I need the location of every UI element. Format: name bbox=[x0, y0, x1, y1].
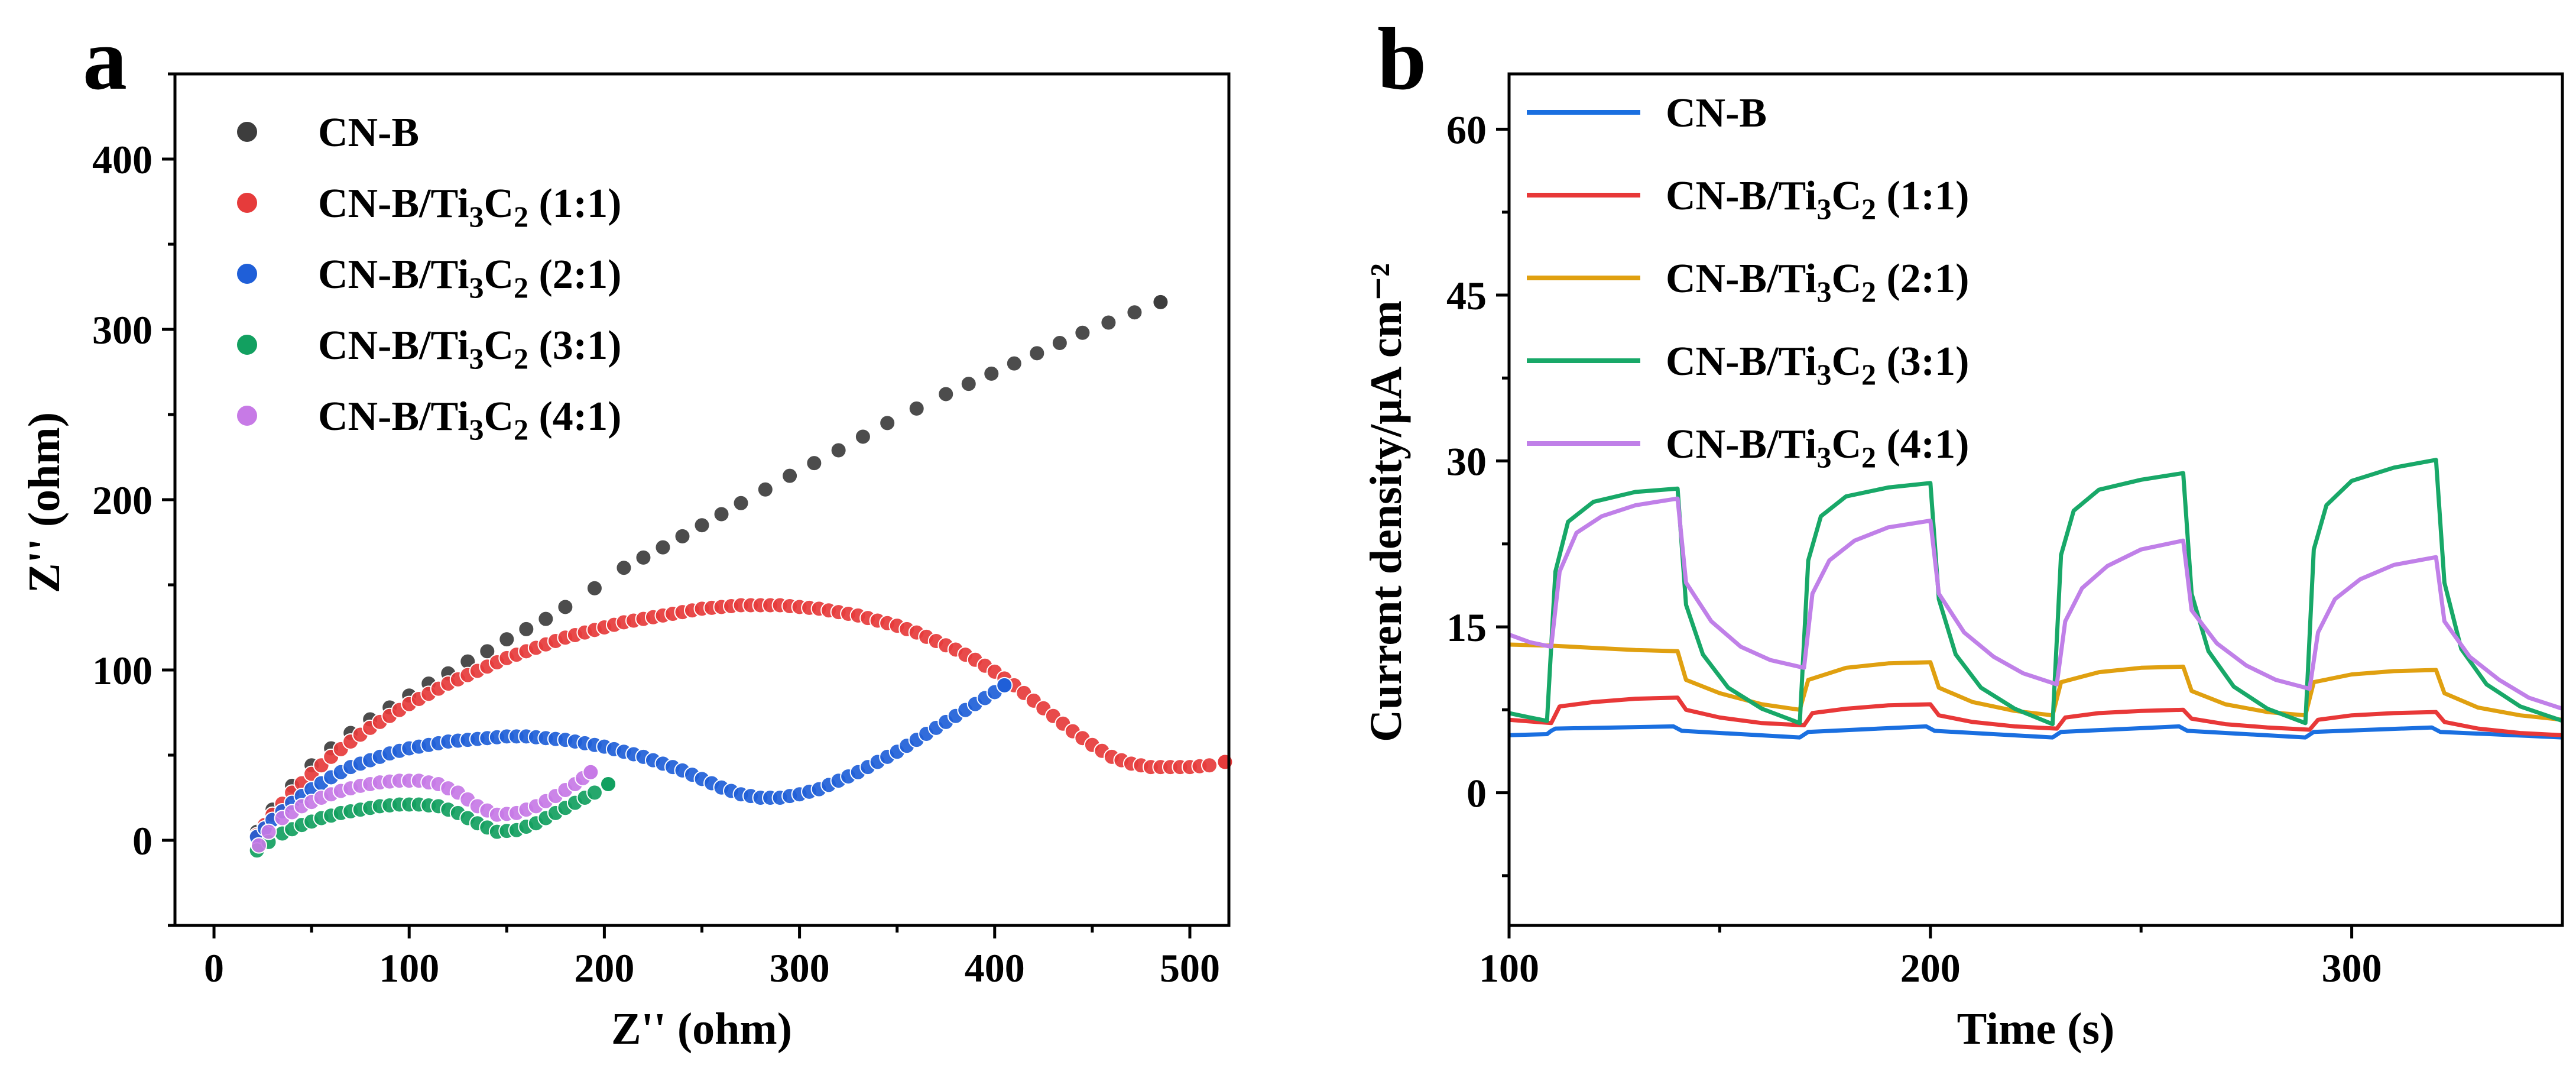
panel-a-legend-label: CN-B/Ti3C2 (2:1) bbox=[318, 252, 621, 304]
panel-a-legend-label: CN-B/Ti3C2 (4:1) bbox=[318, 394, 621, 446]
panel-b-y-tick-label: 45 bbox=[1446, 273, 1487, 318]
panel-a-data-point bbox=[693, 517, 710, 534]
panel-a-data-point bbox=[1126, 304, 1143, 321]
panel-a-legend-marker bbox=[236, 121, 258, 143]
panel-a-data-point bbox=[983, 365, 1000, 382]
panel-b-x-tick-label: 100 bbox=[1479, 946, 1539, 990]
panel-a-data-point bbox=[960, 375, 977, 393]
panel-a-data-point bbox=[854, 428, 871, 445]
panel-a-y-tick-label: 400 bbox=[92, 137, 153, 182]
panel-a-x-tick-label: 0 bbox=[204, 946, 224, 990]
panel-a-data-point bbox=[635, 549, 652, 566]
panel-a-y-tick-label: 300 bbox=[92, 307, 153, 352]
panel-a-x-tick-label: 100 bbox=[379, 946, 439, 990]
panel-a-data-point bbox=[654, 539, 671, 556]
panel-a-data-point bbox=[830, 442, 847, 459]
panel-b-y-tick-label: 15 bbox=[1446, 605, 1487, 650]
panel-a-data-point bbox=[582, 763, 599, 781]
panel-b-x-tick-label: 300 bbox=[2322, 946, 2382, 990]
panel-b-x-axis-label: Time (s) bbox=[1957, 1004, 2115, 1054]
panel-a-data-point bbox=[806, 455, 823, 472]
panel-b-legend-label: CN-B/Ti3C2 (1:1) bbox=[1666, 173, 1969, 225]
panel-a-data-point bbox=[937, 386, 955, 403]
panel-a-data-point bbox=[586, 580, 603, 597]
panel-a-x-tick-label: 200 bbox=[574, 946, 634, 990]
panel-a-letter: a bbox=[83, 10, 127, 108]
panel-a-data-point bbox=[781, 467, 799, 484]
panel-a-x-axis-label: Z'' (ohm) bbox=[611, 1004, 792, 1054]
panel-a-data-point bbox=[537, 610, 554, 627]
panel-a-y-tick-label: 0 bbox=[132, 818, 153, 863]
panel-b-series-line-2 bbox=[1508, 642, 2563, 722]
panel-a-legend-marker bbox=[236, 192, 258, 214]
panel-b-legend-label: CN-B/Ti3C2 (4:1) bbox=[1666, 422, 1969, 474]
panel-a-legend-marker bbox=[236, 263, 258, 285]
panel-a-data-point bbox=[1051, 335, 1068, 352]
panel-b-series-line-4 bbox=[1508, 496, 2564, 711]
panel-b-photocurrent-chart: b 100 200 300 0 15 30 45 60 CN-B CN-B/Ti3C2 (1:1… bbox=[1361, 10, 2564, 1054]
panel-a-data-point bbox=[615, 559, 632, 577]
panel-b-legend-label: CN-B/Ti3C2 (3:1) bbox=[1666, 339, 1969, 391]
panel-a-data-point bbox=[732, 494, 750, 512]
panel-b-legend-label: CN-B/Ti3C2 (2:1) bbox=[1666, 256, 1969, 308]
panel-a-data-point bbox=[1201, 757, 1218, 774]
panel-a-series-0 bbox=[248, 293, 1169, 840]
panel-b-y-tick-label: 30 bbox=[1446, 439, 1487, 484]
panel-b-y-axis-label: Current density/μA cm⁻² bbox=[1361, 263, 1411, 742]
panel-a-y-axis-label: Z'' (ohm) bbox=[20, 412, 69, 593]
panel-a-series-4 bbox=[250, 763, 599, 854]
panel-a-data-point bbox=[1074, 324, 1091, 341]
panel-a-data-point bbox=[260, 823, 277, 840]
panel-a-x-tick-label: 500 bbox=[1160, 946, 1220, 990]
panel-a-legend-marker bbox=[236, 334, 258, 356]
panel-b-y-tick-label: 60 bbox=[1446, 108, 1487, 153]
panel-a-data-point bbox=[908, 400, 925, 417]
panel-a-data-point bbox=[1100, 314, 1117, 331]
panel-a-data-point bbox=[1029, 345, 1046, 362]
panel-b-legend-label: CN-B bbox=[1666, 90, 1767, 136]
panel-b-axes-frame bbox=[1507, 72, 2564, 927]
panel-a-x-tick-label: 300 bbox=[770, 946, 830, 990]
panel-b-letter: b bbox=[1377, 10, 1426, 108]
panel-a-series-2 bbox=[248, 676, 1013, 846]
panel-a-data-point bbox=[757, 481, 774, 498]
panel-a-data-point bbox=[586, 784, 603, 801]
panel-a-data-point bbox=[498, 631, 515, 648]
panel-a-data-point bbox=[250, 837, 267, 854]
panel-b-series-line-3 bbox=[1508, 458, 2564, 727]
panel-b-x-tick-label: 200 bbox=[1900, 946, 1961, 990]
panel-b-series-line-0 bbox=[1508, 724, 2563, 740]
panel-a-data-point bbox=[600, 775, 617, 792]
panel-a-eis-chart: a 0 100 200 300 400 500 0 100 200 300 400 CN-B CN-B… bbox=[20, 10, 1234, 1054]
panel-a-data-point bbox=[557, 598, 574, 616]
panel-a-data-point bbox=[1152, 293, 1169, 310]
panel-a-data-point bbox=[674, 527, 691, 545]
panel-a-data-point bbox=[1005, 355, 1023, 372]
panel-b-series-line-1 bbox=[1508, 695, 2563, 737]
panel-a-data-point bbox=[518, 620, 535, 637]
panel-a-legend-marker bbox=[236, 404, 258, 427]
panel-a-legend-label: CN-B/Ti3C2 (1:1) bbox=[318, 181, 621, 233]
panel-a-y-tick-label: 200 bbox=[92, 478, 153, 523]
panel-a-x-tick-label: 400 bbox=[965, 946, 1025, 990]
panel-a-legend-label: CN-B bbox=[318, 110, 419, 156]
panel-a-y-tick-label: 100 bbox=[92, 648, 153, 693]
panel-a-data-point bbox=[996, 676, 1013, 694]
panel-a-data-point bbox=[879, 415, 896, 432]
panel-b-y-tick-label: 0 bbox=[1467, 771, 1487, 816]
panel-a-data-point bbox=[713, 506, 730, 523]
panel-a-legend-label: CN-B/Ti3C2 (3:1) bbox=[318, 323, 621, 375]
